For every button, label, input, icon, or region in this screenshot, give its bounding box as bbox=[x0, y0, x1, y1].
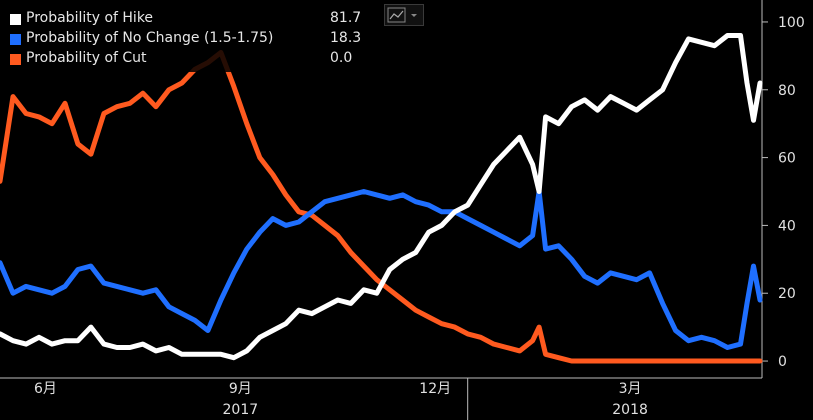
legend-label: Probability of Cut bbox=[26, 50, 147, 66]
legend-value: 0.0 bbox=[330, 50, 353, 66]
legend-label: Probability of No Change (1.5-1.75) bbox=[26, 30, 274, 46]
series-line-0 bbox=[0, 33, 763, 361]
line-chart-icon bbox=[387, 7, 417, 23]
legend-value: 81.7 bbox=[330, 10, 362, 26]
y-tick-label: 20 bbox=[778, 286, 796, 302]
legend-swatch-hike bbox=[10, 14, 21, 25]
x-year-label: 2017 bbox=[223, 402, 259, 418]
chart-type-button[interactable] bbox=[384, 4, 424, 26]
x-tick-label: 6月 bbox=[34, 381, 57, 397]
x-year-label: 2018 bbox=[612, 402, 648, 418]
x-tick-label: 9月 bbox=[229, 381, 252, 397]
legend: Probability of Hike 81.7 Probability of … bbox=[0, 6, 373, 72]
legend-value: 18.3 bbox=[330, 30, 362, 46]
y-tick-label: 40 bbox=[778, 218, 796, 234]
y-tick-label: 80 bbox=[778, 83, 796, 99]
chevron-down-icon bbox=[411, 14, 417, 17]
legend-swatch-no-change bbox=[10, 34, 21, 45]
y-tick-label: 60 bbox=[778, 151, 796, 167]
legend-label: Probability of Hike bbox=[26, 10, 154, 26]
series-line-1 bbox=[0, 189, 763, 350]
series-line-2 bbox=[0, 50, 763, 364]
y-tick-label: 0 bbox=[778, 354, 787, 370]
x-tick-label: 12月 bbox=[419, 381, 451, 397]
x-tick-label: 3月 bbox=[619, 381, 642, 397]
y-tick-label: 100 bbox=[778, 15, 805, 31]
legend-swatch-cut bbox=[10, 54, 21, 65]
